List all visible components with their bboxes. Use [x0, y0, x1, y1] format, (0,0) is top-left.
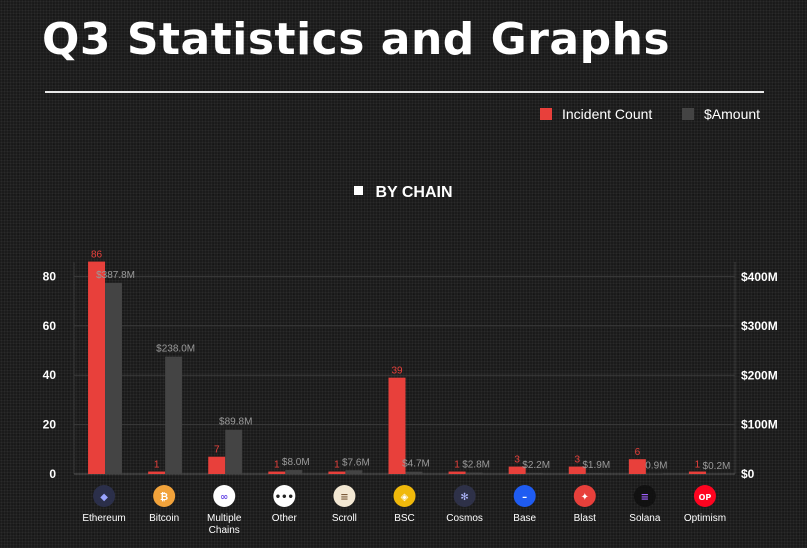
amount-bar-1	[165, 356, 183, 474]
bsc-icon	[393, 485, 416, 507]
left-axis-tick: 40	[43, 368, 57, 382]
category-label-7: Base	[513, 513, 536, 524]
chart-title: BY CHAIN	[0, 184, 807, 202]
category-label-10: Optimism	[684, 513, 726, 524]
category-label-1: Bitcoin	[149, 513, 179, 524]
scroll-icon-glyph: ≡	[340, 492, 348, 503]
right-axis-tick: $100M	[741, 418, 778, 432]
solana-icon-glyph: ≡	[641, 492, 649, 503]
incident-count-label-7: 3	[514, 455, 520, 466]
cosmos-icon	[453, 485, 476, 507]
incident-bar-0	[88, 261, 106, 474]
amount-label-10: $0.2M	[703, 461, 731, 472]
blast-icon	[573, 485, 596, 507]
multiple-chains-icon	[213, 485, 236, 507]
chart-title-bullet	[354, 186, 364, 196]
incident-bar-5	[388, 377, 406, 474]
right-axis-tick: $400M	[741, 270, 778, 284]
category-label-4: Scroll	[332, 513, 357, 524]
amount-bar-3	[285, 470, 303, 474]
incident-count-label-6: 1	[454, 460, 460, 471]
incident-bar-8	[568, 466, 586, 474]
category-label-3: Other	[272, 513, 298, 524]
incident-count-label-4: 1	[334, 460, 340, 471]
other-icon-glyph: •••	[275, 492, 294, 503]
amount-label-4: $7.6M	[342, 457, 370, 468]
incident-count-label-5: 39	[391, 366, 403, 377]
chart-title-text: BY CHAIN	[375, 184, 453, 201]
optimism-icon-glyph: OP	[699, 493, 712, 502]
cosmos-icon-glyph: ✻	[460, 492, 468, 503]
amount-label-2: $89.8M	[219, 417, 252, 428]
incident-bar-2	[208, 456, 226, 474]
scroll-icon	[333, 485, 356, 507]
page-title: Q3 Statistics and Graphs	[42, 14, 671, 65]
other-icon	[273, 485, 296, 507]
bsc-icon-glyph: ◈	[401, 492, 409, 503]
title-divider	[45, 91, 764, 93]
left-axis-tick: 80	[43, 269, 57, 283]
right-axis-tick: $0	[741, 467, 755, 481]
amount-bar-2	[225, 429, 243, 474]
bitcoin-icon	[153, 485, 176, 507]
legend-incident-label: Incident Count	[562, 106, 653, 122]
legend-incident: Incident Count	[540, 106, 652, 122]
amount-label-6: $2.8M	[462, 460, 490, 471]
right-axis-tick: $200M	[741, 368, 778, 382]
legend-amount: $Amount	[682, 106, 760, 122]
amount-label-8: $1.9M	[582, 460, 610, 471]
base-icon-glyph: –	[522, 492, 527, 503]
multiple-chains-icon-glyph: ∞	[220, 492, 228, 503]
amount-bar-5	[405, 471, 423, 474]
incident-bar-6	[448, 471, 466, 474]
amount-label-3: $8.0M	[282, 457, 310, 468]
incident-count-label-0: 86	[91, 250, 103, 261]
amount-label-7: $2.2M	[522, 460, 550, 471]
category-label-2-line2: Chains	[209, 525, 240, 536]
optimism-icon	[693, 485, 716, 507]
incident-count-label-1: 1	[154, 460, 160, 471]
left-axis-tick: 20	[43, 418, 57, 432]
category-label-9: Solana	[629, 513, 661, 524]
legend-incident-swatch	[540, 108, 552, 120]
category-label-8: Blast	[574, 513, 596, 524]
legend-amount-swatch	[682, 108, 694, 120]
amount-bar-6	[465, 472, 483, 474]
incident-count-label-9: 6	[635, 447, 641, 458]
solana-icon	[633, 485, 656, 507]
incident-count-label-8: 3	[574, 455, 580, 466]
amount-label-5: $4.7M	[402, 459, 430, 470]
legend-amount-label: $Amount	[704, 106, 761, 122]
base-icon	[513, 485, 536, 507]
incident-count-label-2: 7	[214, 445, 220, 456]
amount-bar-8	[585, 473, 603, 474]
category-label-6: Cosmos	[446, 513, 483, 524]
category-label-2: Multiple	[207, 513, 242, 524]
amount-bar-0	[105, 282, 123, 474]
amount-label-0: $387.8M	[96, 270, 135, 281]
left-axis-tick: 60	[43, 319, 57, 333]
incident-bar-10	[688, 471, 706, 474]
ethereum-icon-glyph: ◆	[100, 492, 108, 503]
blast-icon-glyph: ✦	[581, 492, 589, 503]
amount-label-9: 0.9M	[645, 461, 667, 472]
incident-bar-4	[328, 471, 346, 474]
amount-label-1: $238.0M	[156, 344, 195, 355]
amount-bar-4	[345, 470, 363, 474]
incident-count-label-3: 1	[274, 460, 280, 471]
incident-bar-9	[628, 459, 646, 474]
left-axis-tick: 0	[49, 467, 56, 481]
bitcoin-icon-glyph: ₿	[160, 491, 168, 503]
category-label-5: BSC	[394, 513, 415, 524]
category-label-0: Ethereum	[82, 513, 125, 524]
incident-bar-3	[268, 471, 286, 474]
incident-count-label-10: 1	[695, 460, 701, 471]
amount-bar-7	[525, 472, 543, 474]
incident-bar-1	[148, 471, 166, 474]
ethereum-icon	[93, 485, 116, 507]
incident-bar-7	[508, 466, 526, 474]
right-axis-tick: $300M	[741, 319, 778, 333]
